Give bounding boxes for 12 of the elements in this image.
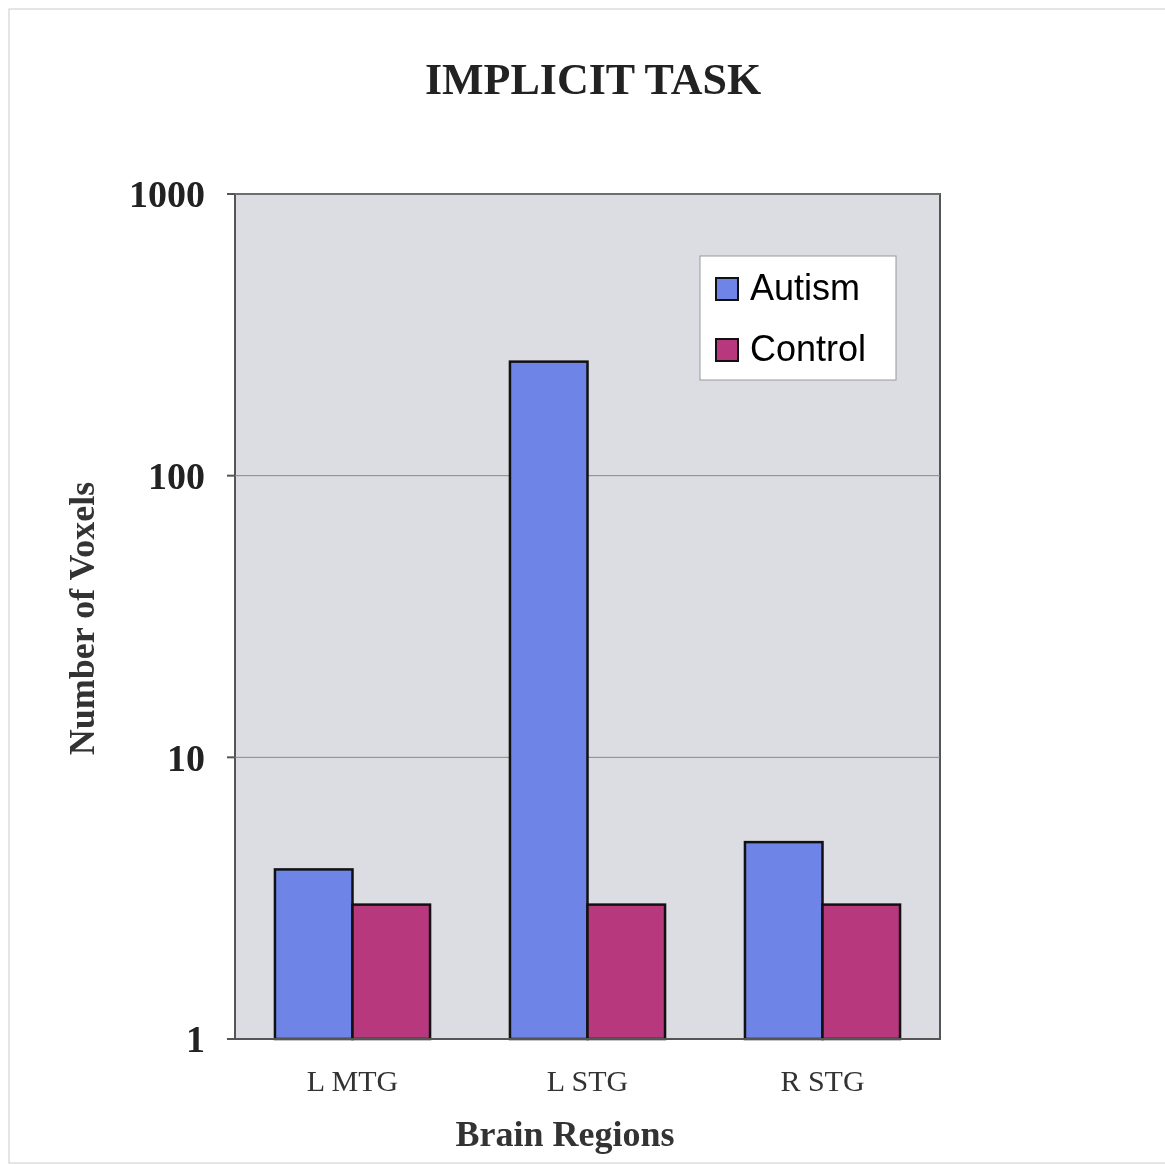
legend-label: Control bbox=[750, 328, 867, 369]
y-tick-label: 10 bbox=[167, 736, 205, 779]
x-tick-label: R STG bbox=[780, 1064, 865, 1097]
y-tick-label: 1 bbox=[186, 1018, 205, 1061]
chart-title: IMPLICIT TASK bbox=[424, 55, 762, 104]
x-axis-title: Brain Regions bbox=[455, 1114, 675, 1154]
y-axis-title: Number of Voxels bbox=[62, 481, 102, 756]
x-tick-label: L STG bbox=[546, 1064, 629, 1097]
legend-label: Autism bbox=[750, 267, 861, 308]
y-tick-label: 100 bbox=[148, 454, 205, 497]
x-tick-label: L MTG bbox=[306, 1064, 399, 1097]
y-tick-label: 1000 bbox=[129, 173, 205, 216]
